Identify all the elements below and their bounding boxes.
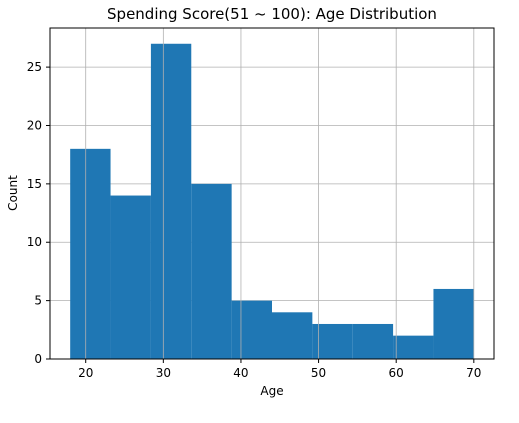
- histogram-bar: [150, 43, 192, 360]
- y-axis-ticks: 0 5 10 15 20 25: [27, 60, 50, 366]
- x-grid-lines-over-bars: [85, 28, 475, 359]
- x-tick-label: 40: [233, 366, 248, 380]
- histogram-bar: [433, 288, 474, 359]
- plot-frame: [49, 27, 495, 360]
- axes-frame: [49, 27, 495, 360]
- x-tick-label: 20: [78, 366, 93, 380]
- histogram-bar: [393, 335, 434, 359]
- y-tick-label: 20: [27, 118, 42, 132]
- y-tick-label: 25: [27, 60, 42, 74]
- histogram-bar: [312, 323, 353, 359]
- y-tick-label: 15: [27, 177, 42, 191]
- x-axis-ticks: 20 30 40 50 60 70: [78, 359, 481, 380]
- histogram-bars: [70, 43, 474, 360]
- y-axis-label: Count: [6, 175, 20, 211]
- x-tick-label: 50: [311, 366, 326, 380]
- chart-title: Spending Score(51 ~ 100): Age Distributi…: [107, 5, 437, 23]
- histogram-bar: [352, 323, 394, 359]
- x-tick-label: 30: [156, 366, 171, 380]
- histogram-bar: [231, 300, 272, 359]
- x-tick-label: 70: [466, 366, 481, 380]
- histogram-bar: [110, 195, 151, 359]
- x-axis-label: Age: [260, 384, 283, 398]
- histogram-bar: [272, 312, 313, 359]
- histogram-bar: [191, 183, 232, 359]
- x-tick-label: 60: [389, 366, 404, 380]
- y-tick-label: 10: [27, 235, 42, 249]
- y-tick-label: 0: [34, 352, 42, 366]
- y-tick-label: 5: [34, 294, 42, 308]
- histogram-bar: [70, 148, 111, 359]
